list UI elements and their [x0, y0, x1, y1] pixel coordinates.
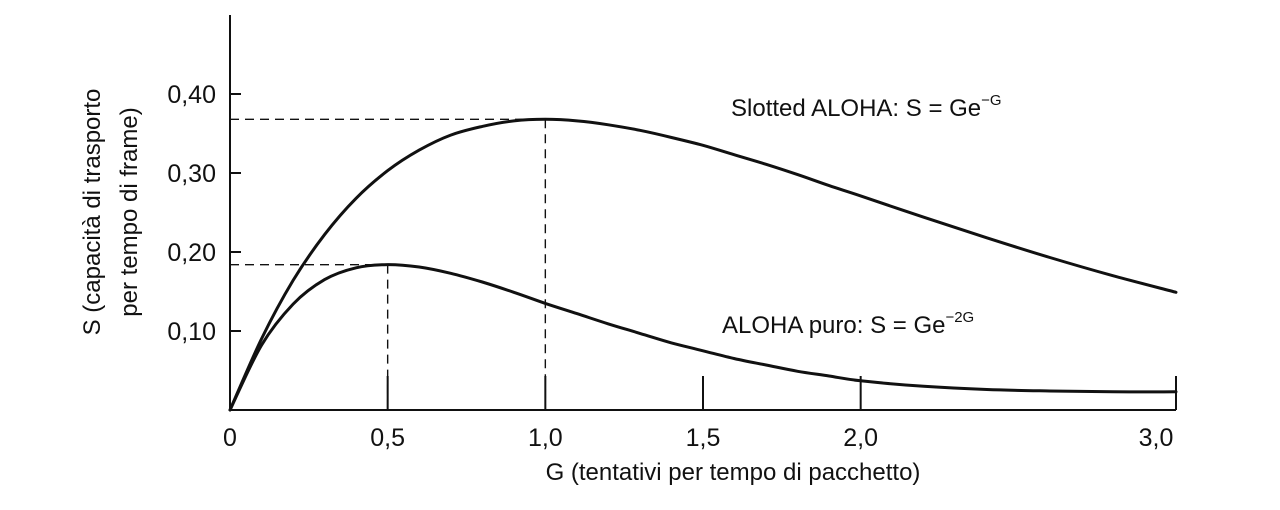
- x-tick-label: 1,0: [528, 424, 563, 452]
- tick-labels: 0,10 0,20 0,30 0,40 0 0,5 1,0 1,5 2,0 3,0: [167, 81, 1173, 452]
- y-tick-label: 0,20: [167, 239, 216, 267]
- y-tick-label: 0,10: [167, 318, 216, 346]
- x-tick-label: 0: [223, 424, 237, 452]
- series-line: [228, 117, 1178, 412]
- series-label: Slotted ALOHA: S = Ge−G: [731, 92, 1002, 122]
- series-line: [228, 263, 1178, 412]
- y-axis-title: S (capacità di trasporto per tempo di fr…: [79, 89, 143, 336]
- series-label: ALOHA puro: S = Ge−2G: [722, 309, 974, 339]
- y-axis-title-line1: S (capacità di trasporto: [79, 89, 106, 336]
- curve-labels: Slotted ALOHA: S = Ge−G ALOHA puro: S = G…: [722, 92, 1002, 339]
- x-tick-label: 2,0: [843, 424, 878, 452]
- x-axis-title: G (tentativi per tempo di pacchetto): [546, 459, 921, 486]
- y-tick-label: 0,30: [167, 160, 216, 188]
- curves: [228, 117, 1178, 412]
- x-tick-label: 0,5: [370, 424, 405, 452]
- y-axis-title-line2: per tempo di frame): [116, 107, 143, 316]
- y-tick-label: 0,40: [167, 81, 216, 109]
- x-tick-label: 3,0: [1139, 424, 1174, 452]
- x-tick-label: 1,5: [686, 424, 721, 452]
